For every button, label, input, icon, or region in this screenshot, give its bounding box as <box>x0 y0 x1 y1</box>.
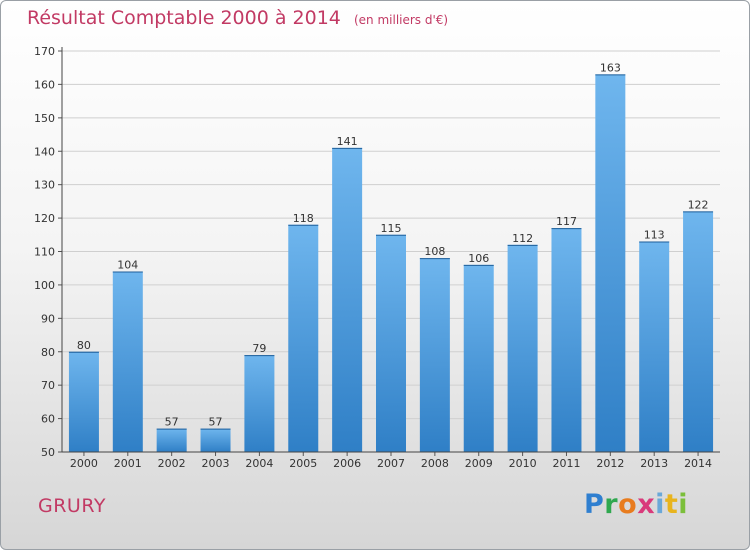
x-tick-label: 2004 <box>245 457 273 470</box>
logo-letter: P <box>584 489 605 520</box>
bar <box>200 428 231 452</box>
data-label: 113 <box>644 228 665 241</box>
bar <box>288 224 319 452</box>
chart-title-unit: (en milliers d'€) <box>353 13 449 27</box>
x-tick-label: 2005 <box>289 457 317 470</box>
bar <box>419 258 450 452</box>
data-label: 118 <box>293 212 314 225</box>
data-label: 117 <box>556 215 577 228</box>
y-tick-label: 90 <box>41 312 55 325</box>
axes: 50 60 70 80 90 100 110 120 130 140 150 160 170 2000 20… <box>34 45 720 470</box>
bar <box>683 211 714 452</box>
x-tick-label: 2009 <box>465 457 493 470</box>
data-label: 57 <box>209 416 223 429</box>
y-tick-label: 50 <box>41 446 55 459</box>
bar <box>507 244 538 452</box>
data-label: 80 <box>77 339 91 352</box>
logo-letter: x <box>637 489 656 520</box>
x-tick-label: 2003 <box>202 457 230 470</box>
logo-letter: i <box>678 489 689 520</box>
bar <box>112 271 143 452</box>
y-tick-label: 80 <box>41 346 55 359</box>
logo-letter: t <box>664 489 679 520</box>
x-tick-label: 2000 <box>70 457 98 470</box>
y-tick-label: 70 <box>41 379 55 392</box>
y-tick-label: 140 <box>34 145 55 158</box>
x-tick-label: 2002 <box>158 457 186 470</box>
bar <box>463 264 494 452</box>
proxiti-logo: Proxiti <box>584 489 688 520</box>
x-tick-label: 2011 <box>552 457 580 470</box>
y-tick-label: 120 <box>34 212 55 225</box>
data-label: 79 <box>252 342 266 355</box>
chart-title-main: Résultat Comptable 2000 à 2014 <box>27 7 341 29</box>
x-tick-label: 2010 <box>509 457 537 470</box>
bars: 80 104 57 57 79 118 141 115 108 106 112 117 163 113 12… <box>68 61 714 453</box>
data-label: 115 <box>381 222 402 235</box>
bar <box>639 241 670 452</box>
x-tick-label: 2014 <box>684 457 712 470</box>
y-tick-label: 100 <box>34 279 55 292</box>
x-tick-label: 2013 <box>640 457 668 470</box>
x-tick-label: 2012 <box>596 457 624 470</box>
data-label: 112 <box>512 232 533 245</box>
x-tick-label: 2001 <box>114 457 142 470</box>
y-tick-label: 60 <box>41 413 55 426</box>
bar <box>244 355 275 452</box>
x-tick-label: 2008 <box>421 457 449 470</box>
bar <box>156 428 187 452</box>
bar <box>376 234 406 452</box>
chart-title: Résultat Comptable 2000 à 2014 (en milli… <box>27 7 448 29</box>
bar <box>551 228 582 452</box>
logo-letter: i <box>655 489 665 520</box>
y-tick-label: 150 <box>34 112 55 125</box>
bar <box>595 74 626 453</box>
commune-name: GRURY <box>38 495 106 517</box>
data-label: 57 <box>165 416 179 429</box>
bar <box>68 351 99 452</box>
x-tick-label: 2006 <box>333 457 361 470</box>
y-tick-label: 110 <box>34 246 55 259</box>
x-tick-label: 2007 <box>377 457 405 470</box>
logo-letter: r <box>604 489 619 520</box>
bar <box>332 147 363 453</box>
data-label: 106 <box>468 252 489 265</box>
data-label: 163 <box>600 61 621 74</box>
data-label: 108 <box>424 245 445 258</box>
data-label: 122 <box>688 198 709 211</box>
y-tick-label: 130 <box>34 179 55 192</box>
data-label: 104 <box>117 259 138 272</box>
y-tick-label: 170 <box>34 45 55 58</box>
y-tick-label: 160 <box>34 78 55 91</box>
logo-letter: o <box>618 489 638 520</box>
data-label: 141 <box>337 135 358 148</box>
